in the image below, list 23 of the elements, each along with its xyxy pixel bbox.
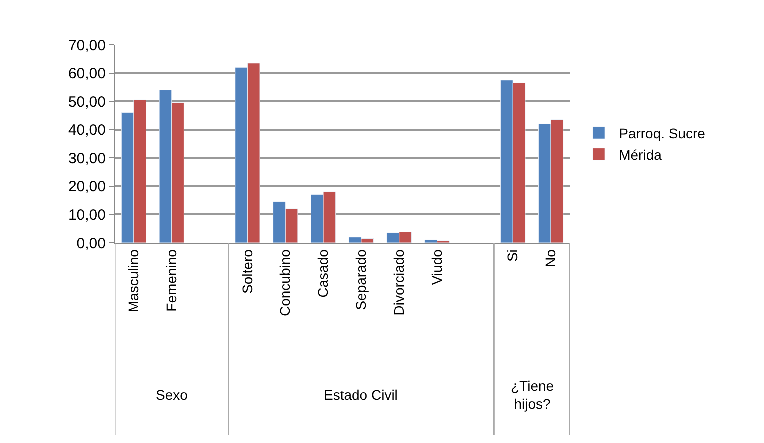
- y-tick-label: 10,00: [68, 206, 106, 224]
- x-tick-label: Divorciado: [390, 249, 407, 316]
- x-tick-label: No: [542, 249, 559, 268]
- y-tick-label: 20,00: [68, 178, 106, 196]
- x-tick-label: Viudo: [428, 249, 445, 286]
- x-tick-label: Casado: [315, 249, 332, 298]
- x-tick-label: Si: [504, 250, 521, 262]
- y-tick-label: 0,00: [76, 235, 106, 252]
- x-tick-label: Soltero: [239, 249, 256, 294]
- legend-label: Mérida: [619, 146, 662, 163]
- legend-label: Parroq. Sucre: [619, 126, 706, 142]
- x-tick-label: Separado: [353, 249, 370, 310]
- text: ¿Tiene hijos?: [511, 378, 554, 412]
- y-tick-label: 30,00: [68, 150, 106, 168]
- text: Estado Civil: [324, 387, 398, 403]
- y-tick-label: 60,00: [68, 66, 106, 83]
- y-tick-label: 70,00: [68, 37, 106, 54]
- x-tick-label: Masculino: [126, 249, 142, 313]
- y-tick-label: 50,00: [68, 94, 106, 111]
- y-tick-label: 40,00: [68, 122, 106, 140]
- text: Sexo: [156, 387, 188, 403]
- x-tick-label: Femenino: [163, 249, 180, 312]
- x-tick-label: Concubino: [277, 249, 294, 317]
